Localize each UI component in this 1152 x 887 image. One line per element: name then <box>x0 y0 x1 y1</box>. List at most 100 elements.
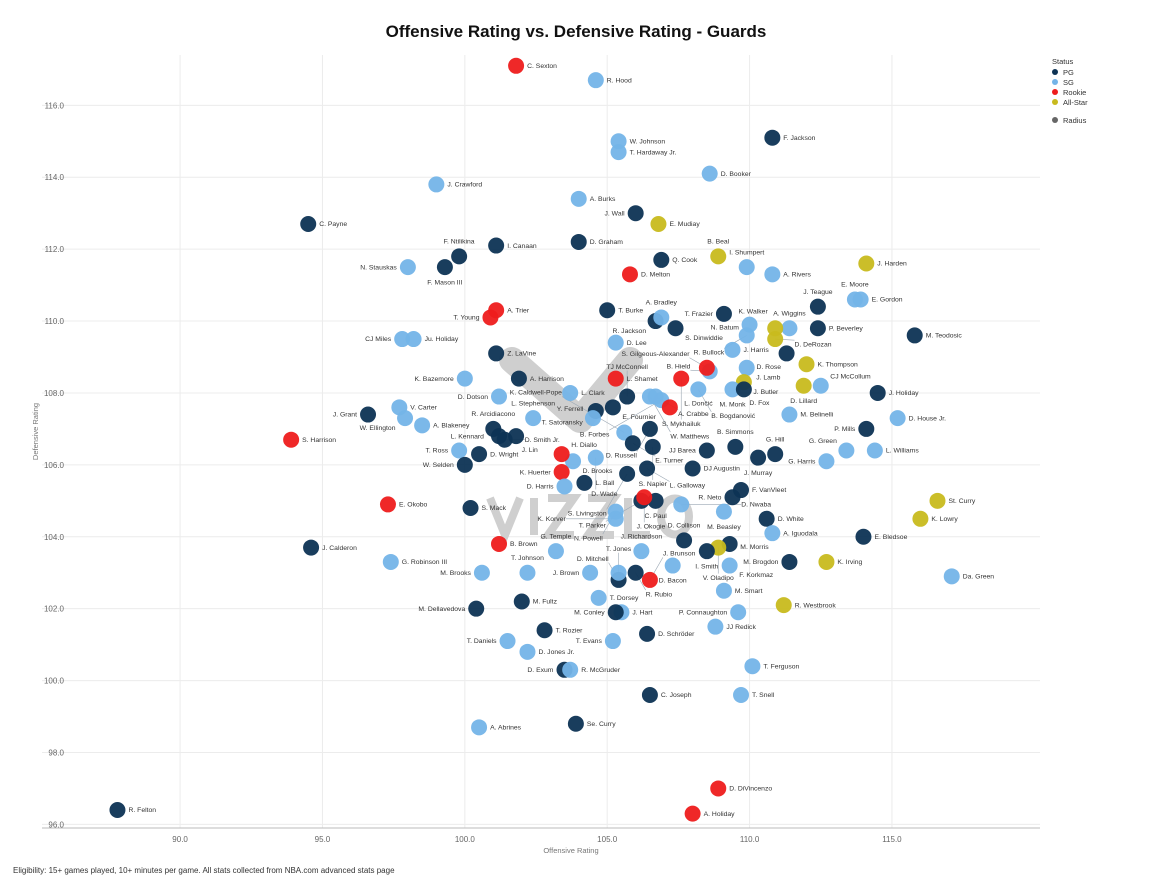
point-marker[interactable] <box>650 215 667 232</box>
point-marker[interactable] <box>360 406 377 423</box>
point-marker[interactable] <box>639 460 656 477</box>
point-marker[interactable] <box>866 442 883 459</box>
point-marker[interactable] <box>673 370 690 387</box>
point-marker[interactable] <box>587 449 604 466</box>
point-marker[interactable] <box>499 633 516 650</box>
point-marker[interactable] <box>508 57 525 74</box>
point-marker[interactable] <box>562 661 579 678</box>
data-point[interactable]: A. Abrines <box>471 719 522 736</box>
data-point[interactable]: L. Stephenson <box>511 400 555 427</box>
point-marker[interactable] <box>379 496 396 513</box>
data-point[interactable]: G. Temple <box>541 533 572 560</box>
data-point[interactable]: F. Korkmaz <box>721 557 774 580</box>
data-point[interactable]: D. Russell <box>606 420 658 460</box>
point-marker[interactable] <box>553 446 570 463</box>
point-marker[interactable] <box>473 564 490 581</box>
data-point[interactable]: K. Huerter <box>520 464 570 481</box>
point-marker[interactable] <box>397 410 414 427</box>
point-marker[interactable] <box>690 381 707 398</box>
data-point[interactable]: S. Dinwiddie <box>667 320 724 342</box>
data-point[interactable]: A. Burks <box>570 190 616 207</box>
data-point[interactable]: C. Sexton <box>508 57 557 74</box>
data-point[interactable]: L. Dončić <box>661 399 713 416</box>
data-point[interactable]: J. Holiday <box>869 384 919 401</box>
data-point[interactable]: D. Nwaba <box>673 496 771 513</box>
data-point[interactable]: P. Beverley <box>809 320 863 337</box>
data-point[interactable]: J. Calderon <box>303 539 357 556</box>
data-point[interactable]: A. Trier <box>488 302 530 319</box>
data-point[interactable]: CJ McCollum <box>812 374 871 394</box>
data-point[interactable]: J. Lamb <box>738 359 781 382</box>
data-point[interactable]: R. Westbrook <box>775 597 837 614</box>
point-marker[interactable] <box>778 345 795 362</box>
point-marker[interactable] <box>795 377 812 394</box>
data-point[interactable]: D. Dotson <box>458 388 508 405</box>
point-marker[interactable] <box>676 532 693 549</box>
point-marker[interactable] <box>456 370 473 387</box>
point-marker[interactable] <box>710 248 727 265</box>
data-point[interactable]: G. Green <box>809 438 855 459</box>
point-marker[interactable] <box>468 600 485 617</box>
data-point[interactable]: F. Ntilikina <box>444 239 475 265</box>
point-marker[interactable] <box>599 302 616 319</box>
data-point[interactable]: A. Holiday <box>684 805 736 822</box>
data-point[interactable]: Se. Curry <box>567 715 616 732</box>
data-point[interactable]: K. Lowry <box>912 510 958 527</box>
data-point[interactable]: T. Ross <box>426 442 468 459</box>
data-point[interactable]: D. White <box>758 510 804 527</box>
point-marker[interactable] <box>491 535 508 552</box>
point-marker[interactable] <box>300 215 317 232</box>
data-point[interactable]: D. House Jr. <box>889 410 946 427</box>
data-point[interactable]: N. Stauskas <box>360 259 416 276</box>
data-point[interactable]: M. Belinelli <box>781 406 834 423</box>
data-point[interactable]: E. Fournier <box>604 399 657 421</box>
data-point[interactable]: D. DiVincenzo <box>710 780 772 797</box>
data-point[interactable]: E. Gordon <box>852 291 903 308</box>
point-marker[interactable] <box>627 564 644 581</box>
point-marker[interactable] <box>610 144 627 161</box>
data-point[interactable]: J. Harden <box>858 255 907 272</box>
data-point[interactable]: CJ Miles <box>365 331 411 348</box>
data-point[interactable]: R. Rubio <box>627 564 673 599</box>
data-point[interactable]: Da. Green <box>943 568 995 585</box>
point-marker[interactable] <box>636 489 653 506</box>
data-point[interactable]: M. Teodosic <box>906 327 963 344</box>
point-marker[interactable] <box>488 302 505 319</box>
point-marker[interactable] <box>698 359 715 376</box>
point-marker[interactable] <box>698 442 715 459</box>
data-point[interactable]: K. Caldwell-Pope <box>510 390 633 441</box>
data-point[interactable]: K. Irving <box>818 553 863 570</box>
data-point[interactable]: E. Mudiay <box>650 215 700 232</box>
data-point[interactable]: S. Livingston <box>568 465 636 518</box>
point-marker[interactable] <box>641 686 658 703</box>
data-point[interactable]: D. Melton <box>621 266 670 283</box>
data-point[interactable]: D. Schröder <box>639 625 695 642</box>
data-point[interactable]: D. Lillard <box>790 377 817 405</box>
point-marker[interactable] <box>556 478 573 495</box>
point-marker[interactable] <box>653 251 670 268</box>
point-marker[interactable] <box>929 492 946 509</box>
point-marker[interactable] <box>587 72 604 89</box>
point-marker[interactable] <box>721 557 738 574</box>
data-point[interactable]: B. Bogdanović <box>690 381 756 420</box>
data-point[interactable]: M. Brogdon <box>743 553 798 570</box>
data-point[interactable]: A. Harrison <box>510 370 564 387</box>
data-point[interactable]: D. Lee <box>607 334 647 351</box>
legend-item[interactable]: Rookie <box>1052 87 1088 97</box>
point-marker[interactable] <box>491 388 508 405</box>
data-point[interactable]: L. Williams <box>866 442 920 459</box>
data-point[interactable]: T. Rozier <box>536 622 584 639</box>
point-marker[interactable] <box>471 446 488 463</box>
point-marker[interactable] <box>781 553 798 570</box>
legend-radius[interactable]: Radius <box>1052 115 1088 125</box>
data-point[interactable]: J. Brunson <box>641 551 696 588</box>
point-marker[interactable] <box>619 388 636 405</box>
data-point[interactable]: K. Bazemore <box>415 370 473 387</box>
point-marker[interactable] <box>727 438 744 455</box>
point-marker[interactable] <box>510 370 527 387</box>
point-marker[interactable] <box>684 805 701 822</box>
data-point[interactable]: R. Neto <box>698 489 741 506</box>
point-marker[interactable] <box>738 259 755 276</box>
legend-item[interactable]: SG <box>1052 77 1088 87</box>
data-point[interactable]: D. Bacon <box>659 557 687 585</box>
